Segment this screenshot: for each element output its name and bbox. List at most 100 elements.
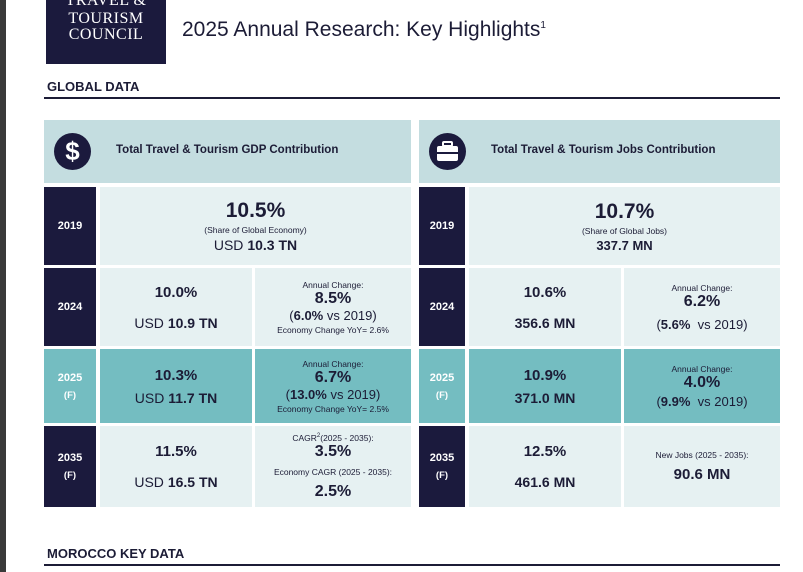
gdp-year-2035: 2035 (F) <box>44 426 96 507</box>
vs-open: ( <box>289 307 294 323</box>
change-value: 4.0% <box>683 373 721 391</box>
jobs-panel-title: Total Travel & Tourism Jobs Contribution <box>491 144 716 156</box>
gdp-panel-title: Total Travel & Tourism GDP Contribution <box>116 144 339 156</box>
new-jobs-label: New Jobs (2025 - 2035): <box>655 450 749 460</box>
year-label: 2024 <box>429 301 455 313</box>
gdp-year-2019: 2019 <box>44 187 96 265</box>
gdp-2035-share: 11.5% <box>155 443 197 460</box>
gdp-2024-usd: USD 10.9 TN <box>134 315 217 331</box>
jobs-year-2035: 2035 (F) <box>419 426 465 507</box>
vs-open: ( <box>656 316 661 332</box>
gdp-2025-share: 10.3% <box>154 366 198 384</box>
jobs-2025-share-cell: 10.9% 371.0 MN <box>469 349 621 423</box>
jobs-2035-new-jobs-cell: New Jobs (2025 - 2035): 90.6 MN <box>624 426 780 507</box>
section-rule-global <box>44 97 780 99</box>
jobs-2019-cell: 10.7% (Share of Global Jobs) 337.7 MN <box>469 187 780 265</box>
cagr-range: (2025 - 2035): <box>320 432 374 443</box>
dollar-icon: $ <box>54 133 91 170</box>
jobs-2019-count: 337.7 MN <box>596 237 653 253</box>
change-label: Annual Change: <box>302 279 364 290</box>
economy-cagr-value: 2.5% <box>314 482 352 500</box>
jobs-2025-count: 371.0 MN <box>514 389 576 406</box>
jobs-2019-share-note: (Share of Global Jobs) <box>581 225 668 236</box>
jobs-year-2024: 2024 <box>419 268 465 346</box>
usd-value: 10.9 TN <box>167 314 218 331</box>
jobs-2024-count: 356.6 MN <box>514 314 576 331</box>
year-label: 2025 <box>57 371 83 384</box>
logo-line-3: COUNCIL <box>68 26 144 43</box>
year-label: 2024 <box>57 301 83 313</box>
cagr-label: CAGR2(2025 - 2035): <box>292 433 373 443</box>
vs-value: 13.0% <box>289 386 327 402</box>
jobs-2035-share-cell: 12.5% 461.6 MN <box>469 426 621 507</box>
year-label: 2019 <box>57 220 83 232</box>
gdp-2019-cell: 10.5% (Share of Global Economy) USD 10.3… <box>100 187 411 265</box>
gdp-2025-change-cell: Annual Change: 6.7% (13.0% vs 2019) Econ… <box>255 349 411 423</box>
jobs-2035-count: 461.6 MN <box>514 474 576 490</box>
jobs-year-2025: 2025 (F) <box>419 349 465 423</box>
usd-prefix: USD <box>213 237 244 253</box>
gdp-2024-share: 10.0% <box>154 283 198 301</box>
gdp-2019-share: 10.5% <box>225 199 286 222</box>
svg-text:$: $ <box>65 136 80 166</box>
usd-value: 11.7 TN <box>168 389 218 406</box>
cagr-value: 3.5% <box>314 442 352 460</box>
change-label: Annual Change: <box>302 358 364 369</box>
vs-text: vs 2019) <box>326 386 381 402</box>
forecast-label: (F) <box>63 470 77 481</box>
change-value: 6.7% <box>314 368 352 386</box>
usd-prefix: USD <box>134 314 164 331</box>
forecast-label: (F) <box>435 389 449 401</box>
usd-value: 10.3 TN <box>247 237 298 253</box>
section-heading-global: GLOBAL DATA <box>47 79 140 94</box>
vs-text: vs 2019) <box>323 307 377 323</box>
gdp-2024-change-cell: Annual Change: 8.5% (6.0% vs 2019) Econo… <box>255 268 411 346</box>
vs-open: ( <box>285 386 290 402</box>
jobs-2024-share-cell: 10.6% 356.6 MN <box>469 268 621 346</box>
page-title: 2025 Annual Research: Key Highlights1 <box>182 18 546 42</box>
gdp-year-2025: 2025 (F) <box>44 349 96 423</box>
gdp-2024-share-cell: 10.0% USD 10.9 TN <box>100 268 252 346</box>
year-label: 2025 <box>429 371 455 384</box>
gdp-2019-share-note: (Share of Global Economy) <box>204 225 307 235</box>
year-label: 2035 <box>429 452 455 464</box>
change-label: Annual Change: <box>671 282 733 293</box>
gdp-panel-header: $ Total Travel & Tourism GDP Contributio… <box>44 120 411 183</box>
jobs-2025-share: 10.9% <box>523 366 567 384</box>
gdp-2019-usd: USD 10.3 TN <box>214 237 297 253</box>
year-label: 2035 <box>57 452 83 464</box>
jobs-2024-change-cell: Annual Change: 6.2% (5.6% vs 2019) <box>624 268 780 346</box>
cagr-text: CAGR <box>292 432 317 443</box>
economy-cagr-label: Economy CAGR (2025 - 2035): <box>273 466 393 477</box>
section-heading-morocco: MOROCCO KEY DATA <box>47 546 185 561</box>
page-title-text: 2025 Annual Research: Key Highlights <box>182 18 541 41</box>
vs-text: vs 2019) <box>690 316 748 332</box>
gdp-2025-share-cell: 10.3% USD 11.7 TN <box>100 349 252 423</box>
wttc-logo: TRAVEL & TOURISM COUNCIL <box>46 0 166 64</box>
jobs-year-2019: 2019 <box>419 187 465 265</box>
footnote-mark: 1 <box>540 20 546 31</box>
economy-change: Economy Change YoY= 2.6% <box>277 324 389 335</box>
gdp-2035-cagr-cell: CAGR2(2025 - 2035): 3.5% Economy CAGR (2… <box>255 426 411 507</box>
gdp-2025-usd: USD 11.7 TN <box>135 390 217 406</box>
vs-2019: (6.0% vs 2019) <box>289 308 376 323</box>
vs-2019: (9.9% vs 2019) <box>656 394 747 409</box>
change-value: 8.5% <box>314 289 352 307</box>
gdp-year-2024: 2024 <box>44 268 96 346</box>
gdp-2035-share-cell: 11.5% USD 16.5 TN <box>100 426 252 507</box>
jobs-2024-share: 10.6% <box>523 283 567 301</box>
vs-2019: (5.6% vs 2019) <box>656 317 747 332</box>
usd-value: 16.5 TN <box>167 474 218 490</box>
section-rule-morocco <box>44 564 780 566</box>
cagr-footnote: 2 <box>316 432 321 439</box>
vs-value: 9.9% <box>660 393 691 409</box>
jobs-2025-change-cell: Annual Change: 4.0% (9.9% vs 2019) <box>624 349 780 423</box>
forecast-label: (F) <box>63 389 77 401</box>
logo-line-2: TOURISM <box>68 10 144 27</box>
economy-change: Economy Change YoY= 2.5% <box>277 403 389 414</box>
briefcase-icon <box>429 133 466 170</box>
year-label: 2019 <box>429 220 455 232</box>
change-label: Annual Change: <box>671 363 733 374</box>
vs-2019: (13.0% vs 2019) <box>286 387 381 402</box>
usd-prefix: USD <box>134 389 165 406</box>
